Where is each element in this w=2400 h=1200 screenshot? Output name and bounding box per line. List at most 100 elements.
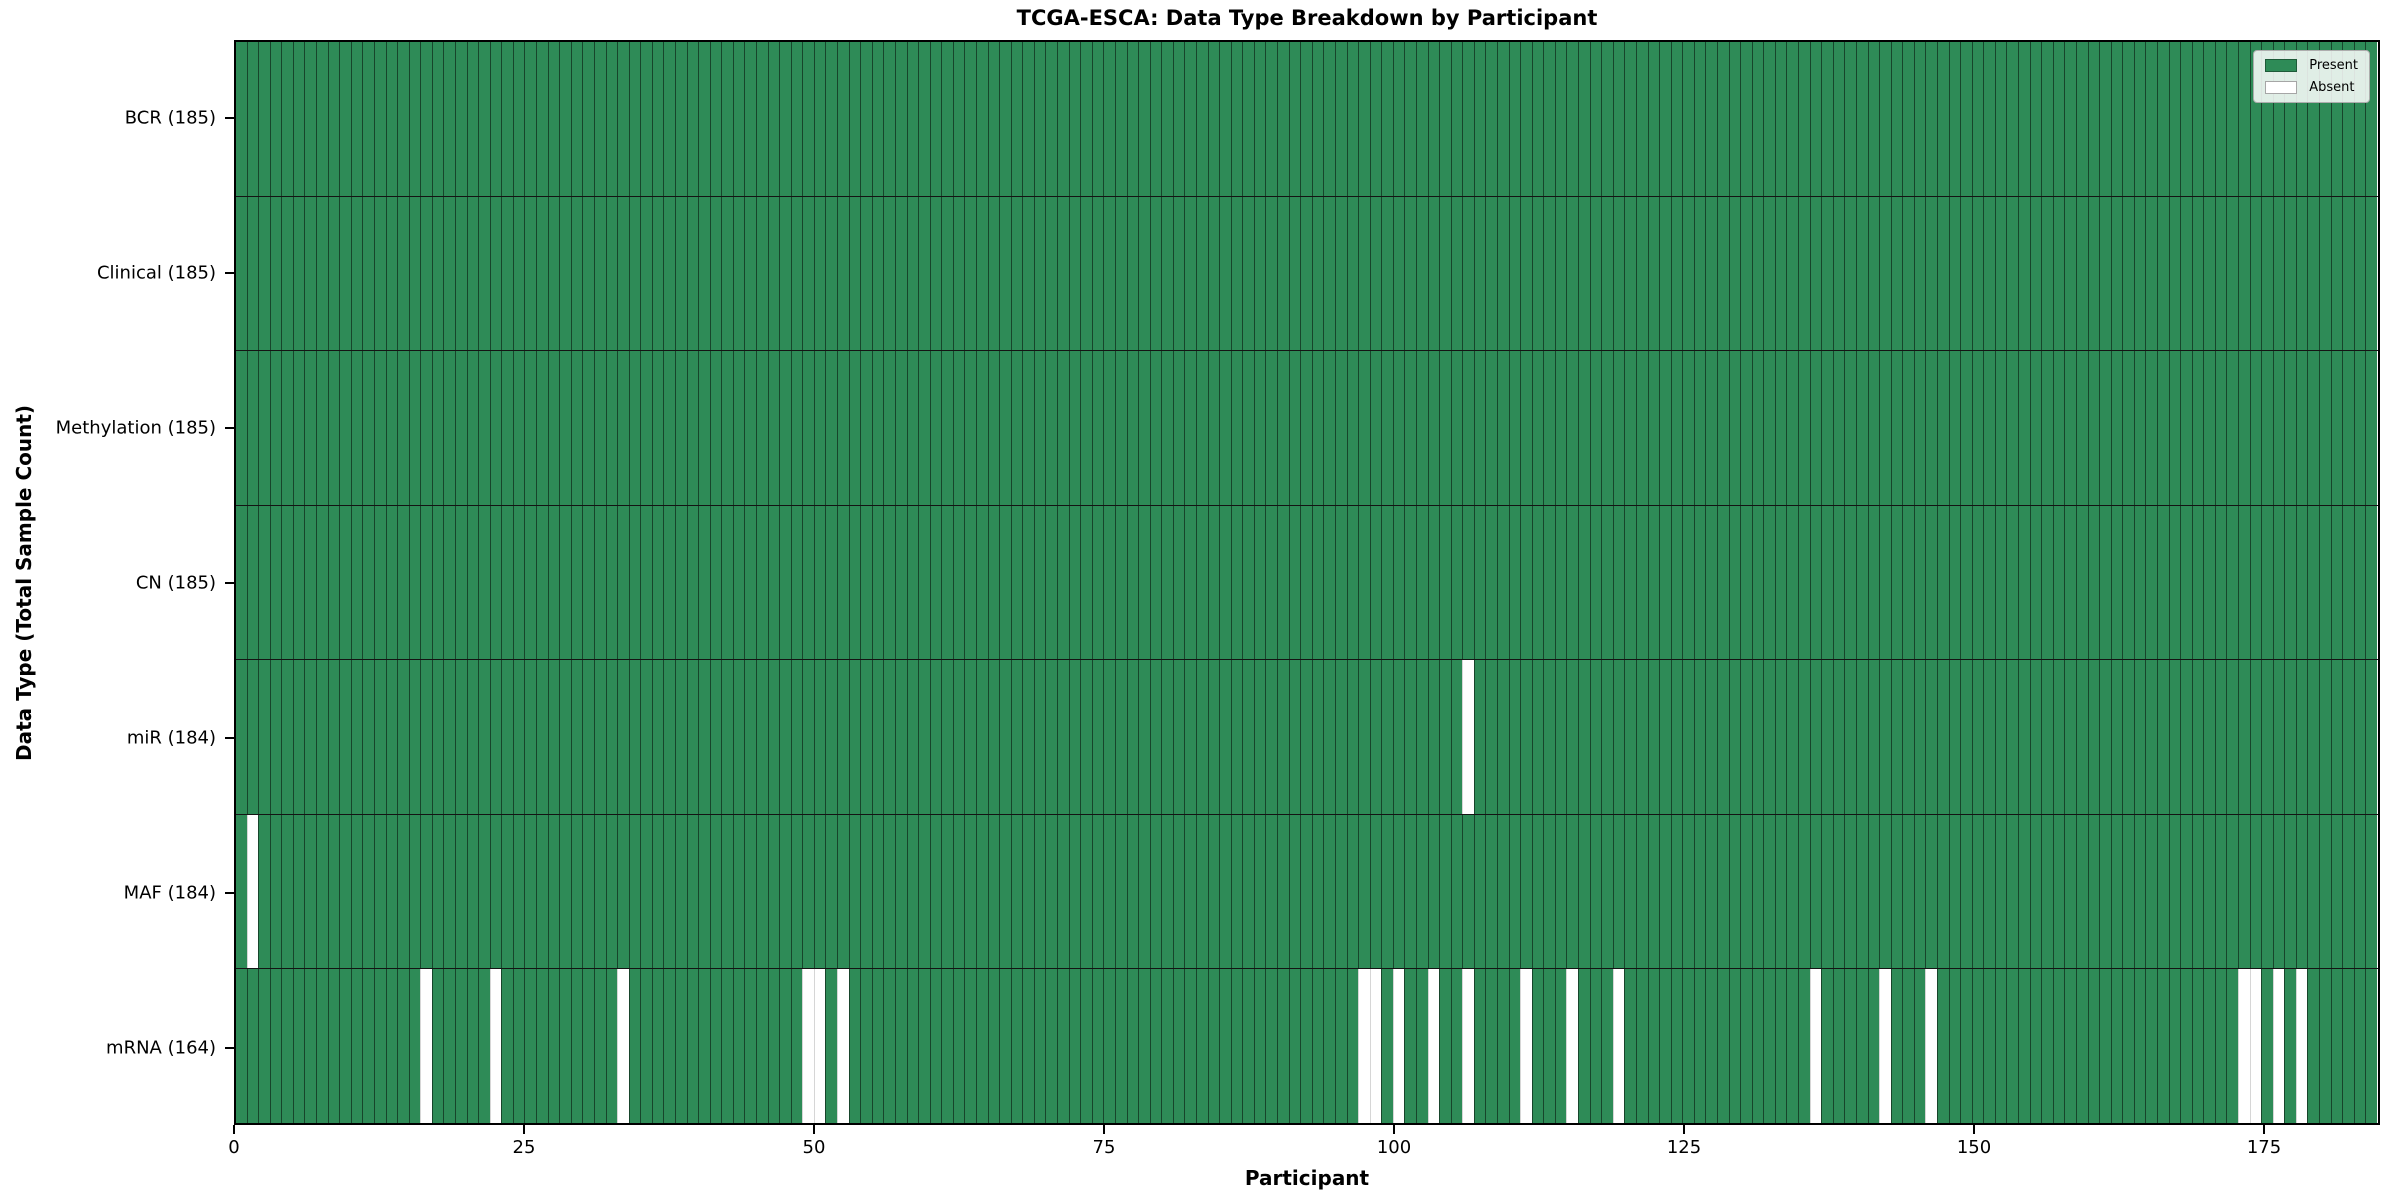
y-tick-mark [225,891,234,894]
cell-present [2075,196,2088,351]
cell-present [2018,505,2030,660]
cell-present [512,196,525,351]
cell-present [1682,351,1694,505]
cell-present [304,660,317,814]
cell-present [1589,351,1602,505]
cell-present [536,969,548,1124]
cell-present [362,660,374,814]
cell-present [883,351,895,505]
y-tick-label: MAF (184) [123,882,216,903]
cell-present [918,969,930,1124]
cell-present [292,505,305,660]
cell-present [1589,505,1602,660]
cell-present [2284,814,2296,969]
cell-present [1265,814,1278,969]
cell-present [1971,196,1984,351]
cell-present [2041,969,2053,1124]
cell-present [1346,660,1359,814]
cell-present [2214,196,2227,351]
cell-present [2365,969,2377,1124]
cell-present [1902,969,1914,1124]
cell-present [1334,969,1347,1124]
x-tick-label: 125 [1666,1137,1702,1158]
cell-present [1010,660,1023,814]
cell-present [837,42,849,196]
cell-present [431,351,444,505]
cell-present [1439,42,1451,196]
cell-present [1659,42,1671,196]
cell-present [1381,505,1393,660]
cell-present [1277,660,1289,814]
cell-present [559,196,571,351]
cell-present [1033,351,1046,505]
cell-present [1635,42,1648,196]
cell-present [373,196,386,351]
cell-present [1902,351,1914,505]
cell-present [1114,969,1127,1124]
cell-present [1114,42,1127,196]
cell-present [1798,969,1810,1124]
cell-present [2284,196,2296,351]
y-tick-mark [225,271,234,274]
cell-present [2284,351,2296,505]
cell-present [2041,505,2053,660]
cell-present [1010,969,1023,1124]
cell-present [1786,42,1799,196]
cell-present [1624,196,1636,351]
cell-present [1728,505,1741,660]
cell-present [2029,42,2042,196]
cell-present [1149,505,1162,660]
cell-present [941,814,953,969]
cell-present [651,505,664,660]
cell-present [236,660,247,814]
cell-present [2249,660,2262,814]
cell-present [1925,660,1937,814]
cell-present [489,814,502,969]
cell-present [952,969,965,1124]
cell-present [501,351,513,505]
cell-present [605,660,618,814]
cell-present [1068,969,1081,1124]
cell-present [1554,969,1567,1124]
cell-present [1913,196,1926,351]
cell-present [1404,351,1416,505]
cell-present [1195,660,1208,814]
cell-present [524,814,537,969]
cell-present [582,814,594,969]
cell-present [420,814,432,969]
cell-present [2214,351,2227,505]
cell-present [779,42,791,196]
cell-present [1543,660,1555,814]
cell-present [2319,969,2331,1124]
cell-present [281,351,293,505]
cell-present [339,351,351,505]
cell-present [1080,351,1092,505]
cell-present [269,660,282,814]
cell-present [1439,969,1451,1124]
cell-present [1821,814,1833,969]
cell-present [1346,42,1359,196]
cell-present [236,196,247,351]
cell-present [2261,196,2273,351]
cell-present [605,814,618,969]
cell-present [825,660,838,814]
cell-present [2284,969,2296,1124]
cell-present [1091,351,1104,505]
cell-present [362,351,374,505]
cell-present [825,196,838,351]
cell-present [2018,196,2030,351]
cell-present [871,814,884,969]
cell-present [524,969,537,1124]
cell-present [651,351,664,505]
cell-present [2272,505,2285,660]
cell-present [1578,351,1590,505]
cell-present [2122,42,2134,196]
cell-present [1948,351,1961,505]
cell-present [813,505,826,660]
cell-present [698,196,710,351]
cell-present [1045,196,1058,351]
cell-present [246,969,259,1124]
cell-present [1948,196,1961,351]
cell-present [1994,505,2007,660]
cell-present [1068,351,1081,505]
